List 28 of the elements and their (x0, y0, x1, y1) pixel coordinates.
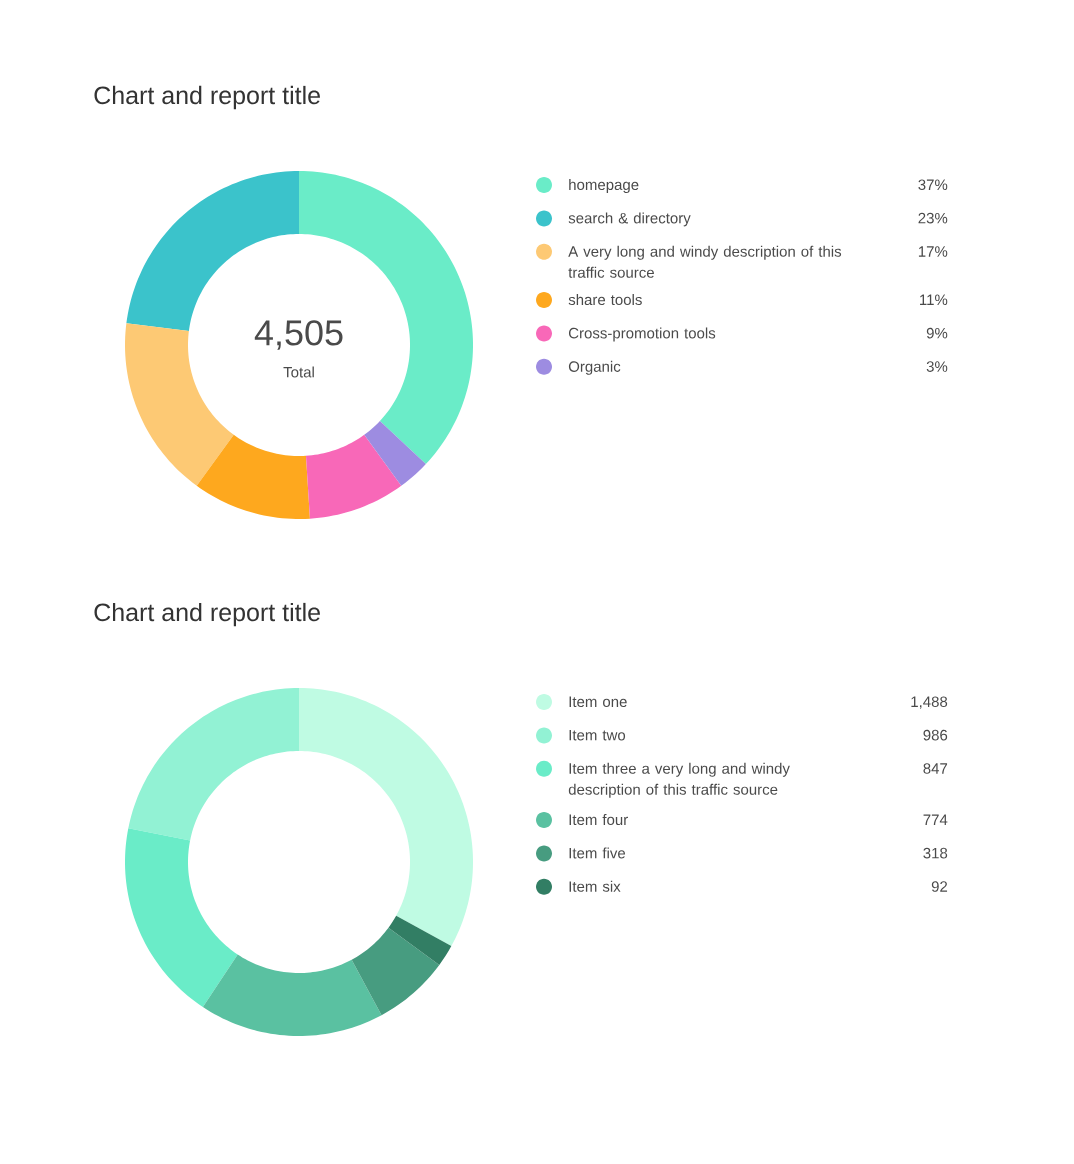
data-label: 986 (923, 729, 948, 741)
chart-title: Chart and report title (94, 85, 320, 110)
text: Total (283, 366, 314, 378)
legend-label: search & directory (568, 212, 691, 227)
legend-label: homepage (569, 179, 639, 193)
text: 4,505 (254, 320, 343, 350)
data-label: 37% (918, 179, 948, 191)
legend-label: Cross-promotion tools (568, 327, 716, 342)
data-label: 17% (918, 246, 948, 257)
legend-label: Item four (569, 814, 628, 826)
data-label: 3% (926, 361, 948, 372)
legend-label: A very long and windy description of this traffic source (568, 245, 842, 278)
legend-label: Item three a very long and windy description of this traffic source (568, 762, 790, 798)
data-label: 11% (920, 294, 948, 306)
data-label: 23% (918, 212, 948, 224)
legend-label: Item one (569, 696, 627, 708)
data-label: 9% (926, 327, 948, 339)
legend-label: Item two (569, 729, 626, 741)
data-label: 318 (923, 847, 948, 859)
data-label: 847 (923, 763, 948, 774)
legend-label: Item six (569, 880, 621, 892)
data-label: 1,488 (911, 696, 948, 709)
legend-label: Organic (568, 360, 621, 375)
data-label: 92 (931, 881, 948, 892)
legend-label: Item five (569, 847, 626, 859)
chart-title: Chart and report title (94, 602, 320, 627)
legend-label: share tools (568, 294, 642, 306)
data-label: 774 (923, 814, 948, 825)
